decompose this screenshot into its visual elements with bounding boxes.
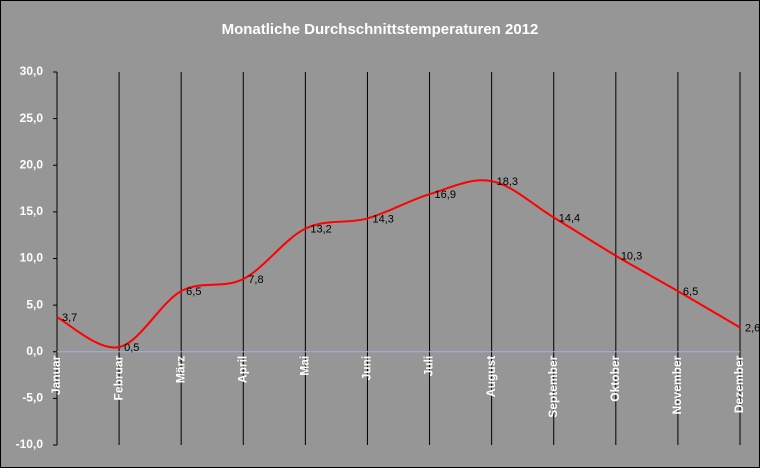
x-tick-label: April	[235, 356, 249, 383]
data-label: 2,6	[745, 322, 760, 334]
x-tick-label: Juni	[360, 356, 374, 381]
y-tick-label: -5,0	[22, 391, 43, 405]
data-label: 3,7	[62, 312, 77, 324]
x-tick-label: Januar	[49, 355, 63, 395]
data-label: 10,3	[621, 251, 642, 263]
data-label: 16,9	[435, 189, 456, 201]
x-tick-label: September	[546, 355, 560, 417]
chart-title: Monatliche Durchschnittstemperaturen 201…	[222, 21, 539, 38]
x-tick-label: Juli	[422, 356, 436, 377]
data-label: 14,3	[372, 213, 393, 225]
y-tick-label: 10,0	[20, 251, 44, 265]
data-label: 7,8	[248, 274, 263, 286]
data-line	[56, 179, 741, 349]
y-tick-label: -10,0	[16, 437, 44, 451]
data-label: 6,5	[186, 286, 201, 298]
y-tick-label: 20,0	[20, 157, 44, 171]
data-label: 13,2	[310, 224, 331, 236]
y-tick-label: 15,0	[20, 204, 44, 218]
data-label: 18,3	[497, 176, 518, 188]
x-tick-label: August	[484, 356, 498, 397]
x-tick-label: Februar	[111, 355, 125, 400]
x-tick-label: Mai	[298, 356, 312, 376]
data-label: 0,5	[124, 342, 139, 354]
y-tick-label: 5,0	[26, 297, 43, 311]
data-label: 14,4	[559, 212, 580, 224]
y-tick-label: 0,0	[26, 344, 43, 358]
data-label: 6,5	[683, 286, 698, 298]
x-tick-label: November	[670, 355, 684, 414]
y-tick-label: 30,0	[20, 64, 44, 78]
x-tick-label: Dezember	[732, 355, 746, 413]
x-tick-label: März	[173, 356, 187, 383]
x-tick-label: Oktober	[608, 355, 622, 401]
y-tick-label: 25,0	[20, 111, 44, 125]
